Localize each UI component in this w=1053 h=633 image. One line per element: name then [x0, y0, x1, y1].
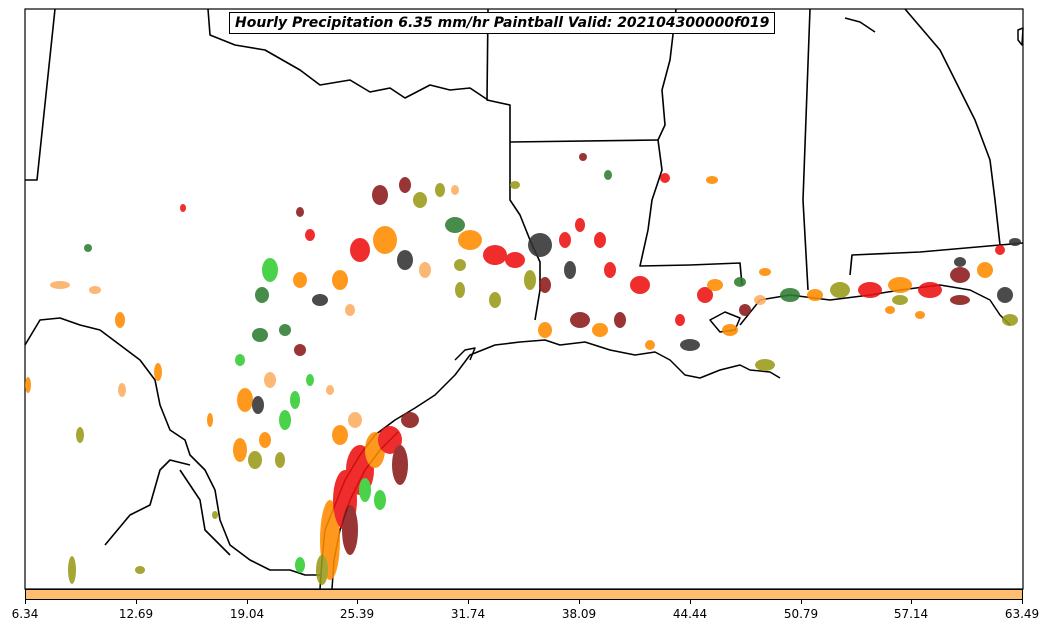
colorbar-tick — [247, 600, 248, 604]
colorbar-tick — [468, 600, 469, 604]
state-borders-icon — [24, 8, 1024, 576]
colorbar-tick — [801, 600, 802, 604]
colorbar-tick-label: 31.74 — [450, 607, 486, 621]
colorbar-tick-label: 57.14 — [893, 607, 929, 621]
colorbar-tick-label: 38.09 — [561, 607, 597, 621]
colorbar-tick — [25, 600, 26, 604]
colorbar-tick-label: 50.79 — [783, 607, 819, 621]
colorbar-tick-label: 44.44 — [672, 607, 708, 621]
map-title: Hourly Precipitation 6.35 mm/hr Paintbal… — [229, 12, 776, 34]
map-frame — [24, 8, 1024, 590]
colorbar-tick-label: 6.34 — [11, 607, 39, 621]
colorbar-tick-label: 63.49 — [1004, 607, 1040, 621]
colorbar-tick-label: 25.39 — [339, 607, 375, 621]
colorbar-tick — [136, 600, 137, 604]
colorbar-tick — [579, 600, 580, 604]
colorbar-tick-label: 12.69 — [118, 607, 154, 621]
colorbar-tick-label: 19.04 — [229, 607, 265, 621]
colorbar-tick — [911, 600, 912, 604]
colorbar-tick — [690, 600, 691, 604]
colorbar-tick — [1022, 600, 1023, 604]
colorbar — [25, 589, 1023, 600]
coastline-icon — [319, 17, 1024, 590]
colorbar-tick — [357, 600, 358, 604]
precipitation-blob-icon — [25, 153, 1021, 585]
